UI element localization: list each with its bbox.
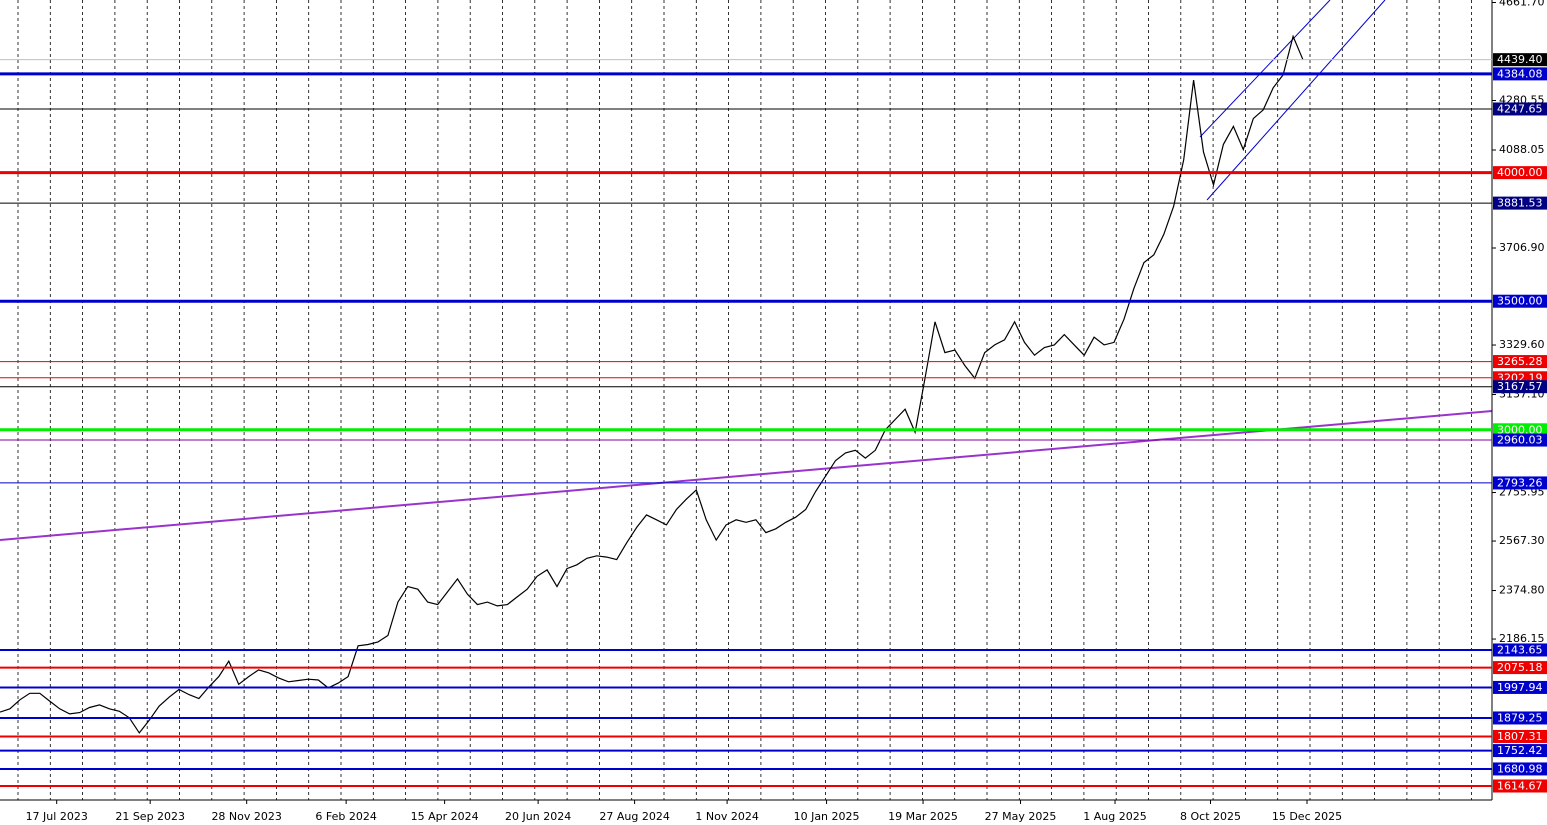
level-label-box <box>1493 355 1547 369</box>
y-tick-label: 3329.60 <box>1499 338 1545 351</box>
level-label-box <box>1493 680 1547 694</box>
y-tick-label: 4661.70 <box>1499 0 1545 8</box>
x-tick-label: 10 Jan 2025 <box>794 810 860 823</box>
channel-lower <box>1206 0 1386 201</box>
level-label: 1997.94 <box>1497 681 1543 694</box>
level-label-box <box>1493 196 1547 210</box>
x-tick-label: 19 Mar 2025 <box>888 810 958 823</box>
level-label: 2075.18 <box>1497 661 1543 674</box>
level-label-box <box>1493 102 1547 116</box>
level-label: 1879.25 <box>1497 711 1543 724</box>
level-label-box <box>1493 661 1547 675</box>
y-tick-label: 2567.30 <box>1499 534 1545 547</box>
level-label-box <box>1493 67 1547 81</box>
level-label: 4000.00 <box>1497 166 1543 179</box>
level-label: 3167.57 <box>1497 380 1543 393</box>
level-label: 1614.67 <box>1497 779 1543 792</box>
level-label-box <box>1493 53 1547 67</box>
level-label: 4439.40 <box>1497 53 1543 66</box>
level-label: 4384.08 <box>1497 67 1543 80</box>
level-label-box <box>1493 762 1547 776</box>
y-tick-label: 2374.80 <box>1499 584 1545 597</box>
level-label: 3265.28 <box>1497 355 1543 368</box>
x-tick-label: 27 Aug 2024 <box>599 810 669 823</box>
level-label-box <box>1493 380 1547 394</box>
channel-upper <box>1199 0 1331 138</box>
x-tick-label: 27 May 2025 <box>985 810 1057 823</box>
price-line <box>0 34 1304 734</box>
x-tick-label: 28 Nov 2023 <box>211 810 281 823</box>
level-label-box <box>1493 423 1547 437</box>
level-label: 2143.65 <box>1497 643 1543 656</box>
level-label-box <box>1493 711 1547 725</box>
y-tick-label: 4088.05 <box>1499 143 1545 156</box>
level-label: 1752.42 <box>1497 744 1543 757</box>
level-label: 3881.53 <box>1497 197 1543 210</box>
level-label-box <box>1493 433 1547 447</box>
level-label-box <box>1493 744 1547 758</box>
x-tick-label: 1 Nov 2024 <box>695 810 758 823</box>
level-label: 3500.00 <box>1497 295 1543 308</box>
x-tick-label: 15 Apr 2024 <box>411 810 479 823</box>
level-label: 1680.98 <box>1497 762 1543 775</box>
x-tick-label: 6 Feb 2024 <box>315 810 376 823</box>
x-tick-label: 1 Aug 2025 <box>1083 810 1146 823</box>
trend-line <box>0 410 1493 541</box>
y-tick-label: 2186.15 <box>1499 632 1545 645</box>
level-label-box <box>1493 729 1547 743</box>
level-label: 2960.03 <box>1497 434 1543 447</box>
level-label-box <box>1493 643 1547 657</box>
level-label: 4247.65 <box>1497 102 1543 115</box>
level-label: 3000.00 <box>1497 423 1543 436</box>
y-tick-label: 3706.90 <box>1499 241 1545 254</box>
level-label-box <box>1493 166 1547 180</box>
level-label-box <box>1493 294 1547 308</box>
level-label-box <box>1493 779 1547 793</box>
level-label-box <box>1493 476 1547 490</box>
x-tick-label: 21 Sep 2023 <box>115 810 185 823</box>
x-tick-label: 15 Dec 2025 <box>1272 810 1342 823</box>
x-tick-label: 8 Oct 2025 <box>1180 810 1241 823</box>
level-label: 1807.31 <box>1497 730 1543 743</box>
x-tick-label: 20 Jun 2024 <box>505 810 571 823</box>
level-label: 2793.26 <box>1497 476 1543 489</box>
x-tick-label: 17 Jul 2023 <box>26 810 88 823</box>
